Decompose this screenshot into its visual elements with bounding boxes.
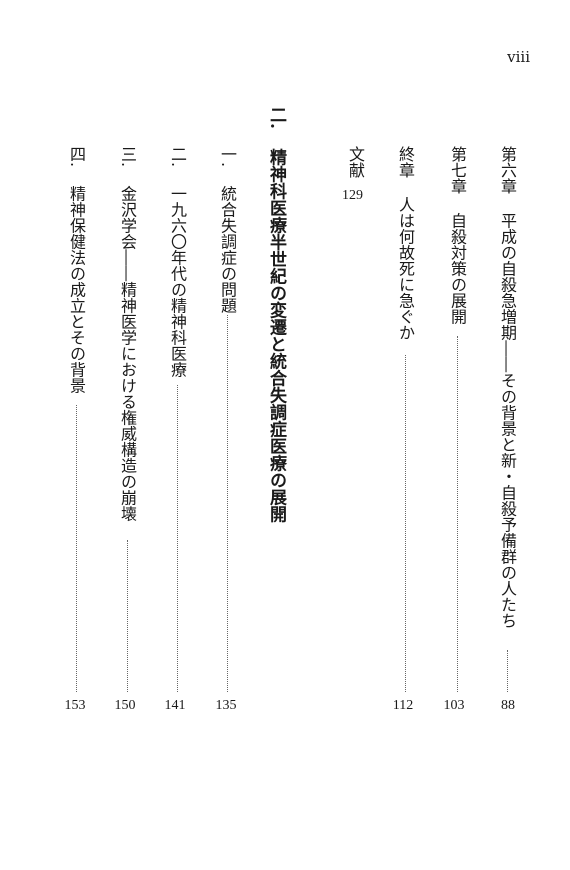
- section-label: 二.: [168, 146, 187, 168]
- leader-dots: [507, 650, 508, 692]
- page-number: viii: [507, 48, 530, 66]
- page-ref: 135: [215, 698, 237, 713]
- toc-entry-references: 文献: [343, 146, 367, 178]
- page-ref: 150: [114, 698, 136, 713]
- section-title: 一九六〇年代の精神科医療: [168, 185, 187, 378]
- section-label: 三.: [118, 146, 137, 168]
- section-label: 四.: [67, 146, 86, 168]
- toc-entry-section-2: 二. 一九六〇年代の精神科医療: [165, 146, 189, 377]
- leader-dots: [405, 355, 406, 692]
- leader-dots: [227, 315, 228, 692]
- section-title: 統合失調症の問題: [218, 185, 237, 314]
- toc-entry-section-1: 一. 統合失調症の問題: [215, 146, 239, 313]
- chapter-label: 第七章: [448, 146, 467, 194]
- leader-dots: [177, 385, 178, 692]
- page-ref: 88: [501, 698, 515, 713]
- section-title: 金沢学会――精神医学における権威構造の崩壊: [118, 185, 137, 522]
- part-label: 二.: [266, 106, 286, 129]
- chapter-label: 終章: [396, 146, 415, 178]
- leader-dots: [76, 405, 77, 692]
- section-label: 一.: [218, 146, 237, 168]
- chapter-title: 自殺対策の展開: [448, 212, 467, 325]
- page-ref: 129: [342, 188, 363, 203]
- page-ref: 141: [164, 698, 186, 713]
- chapter-title: 人は何故死に急ぐか: [396, 196, 415, 341]
- chapter-title: 平成の自殺急増期――その背景と新・自殺予備群の人たち: [498, 212, 517, 629]
- part-heading: 二. 精神科医療半世紀の変遷と統合失調症医療の展開: [264, 106, 288, 523]
- chapter-label: 第六章: [498, 146, 517, 194]
- toc-entry-section-3: 三. 金沢学会――精神医学における権威構造の崩壊: [115, 146, 139, 521]
- toc-entry-chapter-6: 第六章 平成の自殺急増期――その背景と新・自殺予備群の人たち: [495, 146, 519, 628]
- section-title: 精神保健法の成立とその背景: [67, 185, 86, 394]
- leader-dots: [457, 336, 458, 692]
- leader-dots: [127, 540, 128, 692]
- toc-entry-section-4: 四. 精神保健法の成立とその背景: [64, 146, 88, 393]
- toc-entry-chapter-7: 第七章 自殺対策の展開: [445, 146, 469, 324]
- page-ref: 112: [392, 698, 414, 713]
- part-title: 精神科医療半世紀の変遷と統合失調症医療の展開: [266, 148, 286, 523]
- page-ref: 153: [64, 698, 86, 713]
- references-label: 文献: [346, 146, 365, 178]
- page-ref: 103: [443, 698, 465, 713]
- toc-entry-final-chapter: 終章 人は何故死に急ぐか: [393, 146, 417, 340]
